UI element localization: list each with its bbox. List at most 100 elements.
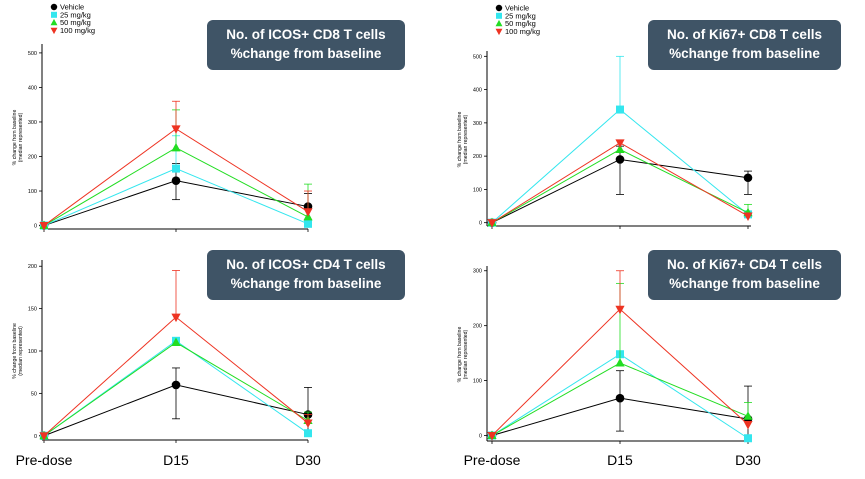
chart-title-line-2: %change from baseline	[230, 276, 382, 291]
data-point	[304, 219, 312, 228]
y-tick-label: 100	[28, 189, 37, 195]
legend-marker	[495, 4, 503, 12]
title-box-icos-cd4: No. of ICOS+ CD4 T cells %change from ba…	[207, 250, 405, 300]
data-point	[50, 27, 58, 35]
legend-marker	[495, 19, 503, 27]
legend-marker	[495, 28, 503, 36]
y-tick-label: 0	[479, 221, 482, 227]
y-axis-label: % change from baseline	[457, 112, 463, 168]
y-tick-label: 0	[34, 434, 37, 440]
data-point	[495, 4, 503, 12]
legend-label: Vehicle	[505, 4, 529, 13]
legend-marker	[496, 12, 502, 19]
legend-marker	[50, 27, 58, 35]
legend-label: 25 mg/kg	[505, 11, 536, 20]
data-point	[39, 222, 49, 231]
y-tick-label: 200	[28, 264, 37, 270]
series-100-mg-kg	[487, 139, 753, 228]
y-axis-label: (median represented)	[463, 329, 469, 379]
y-tick-label: 200	[473, 154, 482, 160]
data-point	[50, 3, 58, 11]
y-tick-label: 0	[479, 434, 482, 440]
data-point	[487, 219, 497, 228]
chart-panel-1: 0 100 200 300 400 500 % change from baseline (m…	[12, 3, 313, 232]
data-point	[39, 432, 49, 441]
y-axis-label: % change from baseline	[12, 323, 18, 379]
y-tick-label: 150	[28, 307, 37, 313]
x-tick-label: Pre-dose	[16, 452, 73, 468]
x-tick-label: D30	[295, 452, 321, 468]
data-point	[487, 432, 497, 441]
legend-marker	[51, 11, 57, 18]
y-tick-label: 300	[473, 269, 482, 275]
data-point	[303, 208, 313, 217]
x-tick-label: D15	[607, 452, 633, 468]
y-tick-label: 400	[28, 85, 37, 91]
legend-label: Vehicle	[60, 3, 84, 12]
series-100-mg-kg	[39, 100, 313, 231]
data-point	[743, 173, 753, 183]
y-tick-label: 100	[473, 187, 482, 193]
series-vehicle	[39, 367, 313, 441]
data-point	[615, 358, 625, 367]
series-vehicle	[39, 162, 313, 230]
chart-panel-2: 0 100 200 300 400 500 % change from baseline (m…	[457, 4, 753, 229]
data-point	[171, 380, 181, 390]
data-point	[743, 411, 753, 420]
chart-panel-3: 0 50 100 150 200 % change from baseline (media…	[12, 260, 313, 443]
data-point	[616, 105, 624, 114]
chart-title-line-2: %change from baseline	[230, 46, 382, 61]
data-point	[615, 139, 625, 148]
chart-title-line-1: No. of Ki67+ CD8 T cells	[667, 27, 822, 42]
data-point	[51, 11, 57, 18]
y-tick-label: 300	[28, 120, 37, 126]
chart-title-line-1: No. of Ki67+ CD4 T cells	[667, 257, 822, 272]
y-axis-label: % change from baseline	[12, 110, 18, 166]
data-point	[304, 429, 312, 438]
data-point	[615, 155, 625, 164]
data-point	[171, 125, 181, 134]
y-axis-label: (median represented)	[18, 326, 24, 376]
series-vehicle	[487, 370, 753, 440]
chart-title-line-2: %change from baseline	[669, 46, 820, 61]
data-point	[743, 421, 753, 430]
y-axis-label: (median represented)	[463, 114, 469, 164]
legend-label: 100 mg/kg	[505, 27, 540, 36]
x-tick-label: D15	[163, 452, 189, 468]
y-tick-label: 400	[473, 88, 482, 94]
legend-label: 50 mg/kg	[60, 18, 91, 27]
chart-title-line-1: No. of ICOS+ CD8 T cells	[226, 27, 386, 42]
y-tick-label: 500	[473, 54, 482, 60]
data-point	[171, 176, 181, 185]
title-box-ki67-cd8: No. of Ki67+ CD8 T cells %change from ba…	[648, 20, 841, 70]
chart-panel-4: 0 100 200 300 % change from baseline (median …	[457, 266, 753, 444]
y-axis-label: (median represented)	[18, 112, 24, 162]
y-tick-label: 300	[473, 121, 482, 127]
y-tick-label: 0	[34, 224, 37, 230]
legend-label: 100 mg/kg	[60, 26, 95, 35]
title-box-ki67-cd4: No. of Ki67+ CD4 T cells %change from ba…	[648, 250, 841, 300]
data-point	[744, 434, 752, 443]
chart-title-line-2: %change from baseline	[669, 276, 820, 291]
data-point	[615, 305, 625, 315]
y-tick-label: 100	[473, 379, 482, 385]
series-vehicle	[487, 145, 753, 227]
data-point	[172, 164, 180, 173]
data-point	[743, 212, 753, 222]
legend-label: 25 mg/kg	[60, 10, 91, 19]
data-point	[50, 18, 58, 26]
data-point	[615, 393, 625, 403]
series-100-mg-kg	[487, 270, 753, 441]
y-tick-label: 200	[28, 154, 37, 160]
x-tick-label: Pre-dose	[464, 452, 521, 468]
data-point	[303, 419, 313, 429]
legend-marker	[50, 3, 58, 11]
title-box-icos-cd8: No. of ICOS+ CD8 T cells %change from ba…	[207, 20, 405, 70]
y-tick-label: 100	[28, 349, 37, 355]
y-axis-label: % change from baseline	[457, 327, 463, 383]
data-point	[495, 19, 503, 27]
legend-marker	[50, 18, 58, 26]
data-point	[171, 142, 181, 152]
